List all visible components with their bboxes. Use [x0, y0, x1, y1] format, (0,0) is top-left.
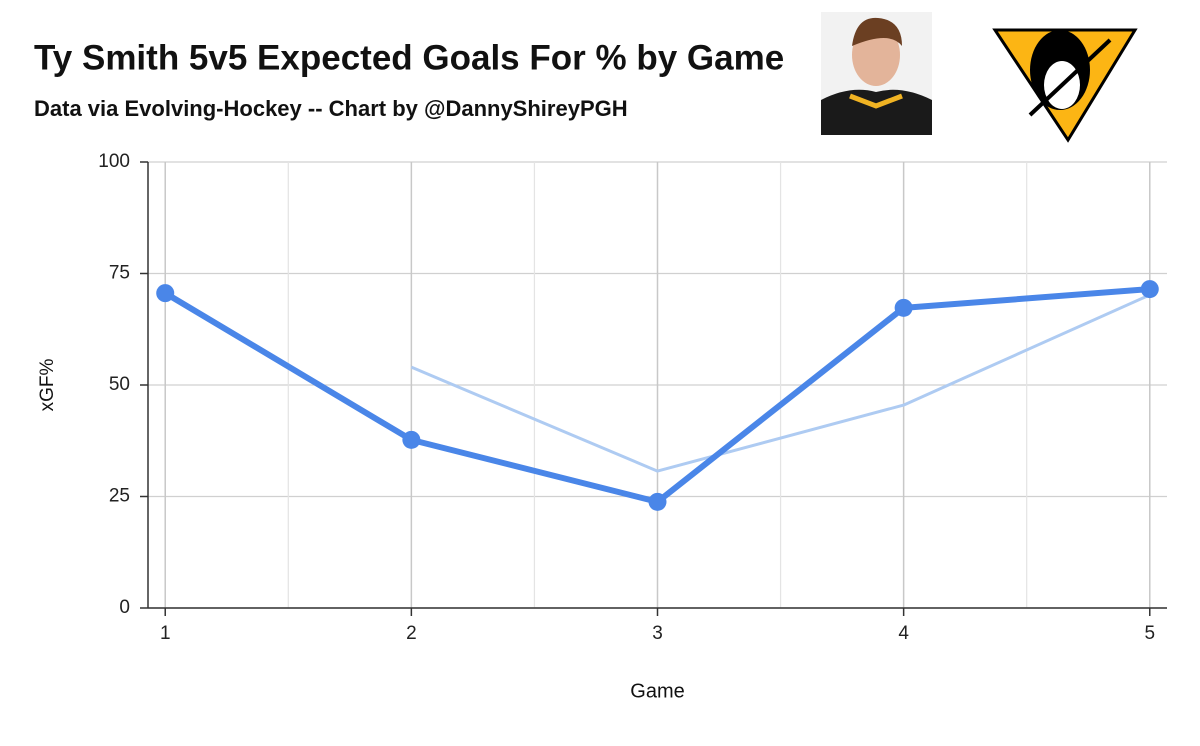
point: [894, 298, 913, 317]
point: [648, 492, 667, 511]
y-axis-label: xGF%: [37, 359, 58, 412]
y-tick-label: 25: [109, 486, 130, 507]
point: [1140, 280, 1159, 299]
player-photo: [821, 12, 932, 135]
x-tick-label: 3: [652, 623, 663, 644]
y-tick-label: 50: [109, 374, 130, 395]
x-tick-label: 4: [898, 623, 909, 644]
team-logo: [992, 28, 1138, 143]
y-tick-label: 0: [119, 597, 130, 618]
chart-subtitle: Data via Evolving-Hockey -- Chart by @Da…: [34, 96, 628, 121]
y-tick-label: 75: [109, 263, 130, 284]
point: [156, 284, 175, 303]
y-tick-label: 100: [98, 151, 130, 172]
x-tick-label: 1: [160, 623, 171, 644]
x-tick-label: 2: [406, 623, 417, 644]
chart-title: Ty Smith 5v5 Expected Goals For % by Gam…: [34, 38, 784, 77]
x-axis-label: Game: [630, 680, 684, 702]
point: [402, 430, 421, 449]
x-tick-label: 5: [1144, 623, 1155, 644]
series-line: [410, 293, 1151, 473]
